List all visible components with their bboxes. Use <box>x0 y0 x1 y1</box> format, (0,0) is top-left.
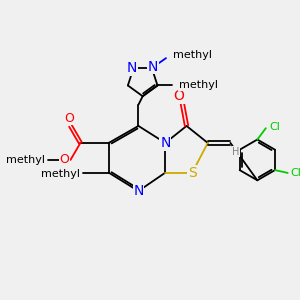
Text: Cl: Cl <box>269 122 280 132</box>
Text: methyl: methyl <box>173 50 212 60</box>
Text: O: O <box>173 89 184 103</box>
Text: N: N <box>133 184 144 198</box>
Text: O: O <box>59 153 69 167</box>
Text: N: N <box>127 61 137 75</box>
Text: N: N <box>160 136 170 150</box>
Text: methyl: methyl <box>179 80 218 91</box>
Text: methyl: methyl <box>41 169 80 179</box>
Text: methyl: methyl <box>6 155 45 165</box>
Text: N: N <box>148 60 158 74</box>
Text: S: S <box>188 166 197 180</box>
Text: Cl: Cl <box>291 168 300 178</box>
Text: O: O <box>64 112 74 124</box>
Text: H: H <box>232 147 240 157</box>
